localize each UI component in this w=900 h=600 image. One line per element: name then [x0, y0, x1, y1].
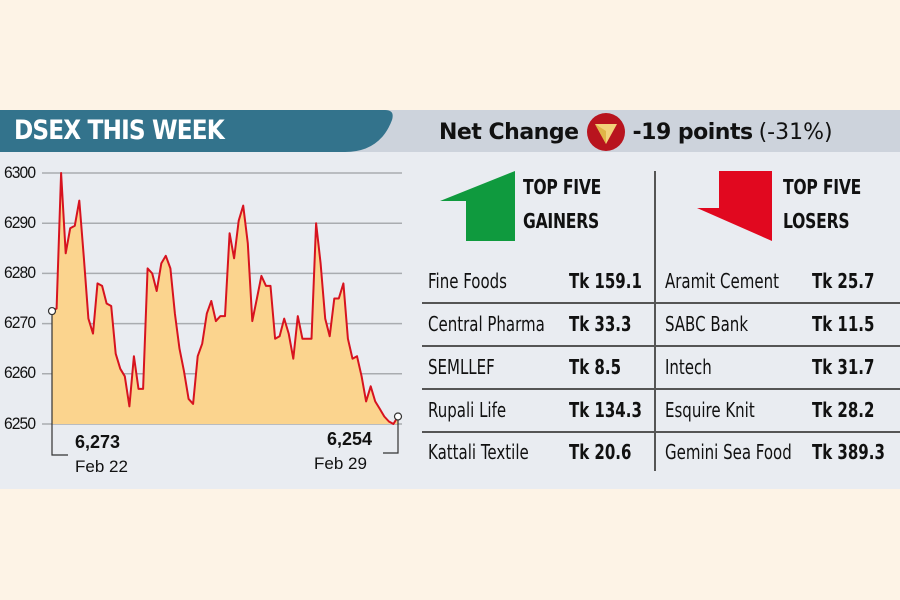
loser-name: Gemini Sea Food	[665, 440, 792, 464]
net-change-percent: (-31%)	[758, 119, 833, 145]
gainer-price: Tk 134.3	[569, 398, 642, 422]
y-tick: 6280	[4, 263, 36, 282]
gainer-name: Kattali Textile	[428, 440, 529, 464]
down-arrow-icon	[697, 171, 772, 241]
line-chart	[42, 172, 403, 456]
loser-price: Tk 31.7	[812, 355, 875, 379]
row-divider	[656, 431, 900, 433]
start-marker	[47, 306, 57, 316]
gainers-title-line1: TOP FIVE	[523, 175, 602, 199]
net-change-points: -19 points	[632, 119, 754, 145]
row-divider	[422, 345, 654, 347]
gainer-name: Central Pharma	[428, 312, 545, 336]
gainer-name: Fine Foods	[428, 269, 507, 293]
title-tab	[0, 110, 393, 152]
row-divider	[656, 345, 900, 347]
y-tick: 6300	[4, 163, 36, 182]
loser-price: Tk 25.7	[812, 269, 875, 293]
row-divider	[656, 388, 900, 390]
loser-price: Tk 11.5	[812, 312, 875, 336]
loser-name: Aramit Cement	[665, 269, 779, 293]
start-leader-line	[51, 311, 68, 456]
gainer-name: SEMLLEF	[428, 355, 495, 379]
gainer-price: Tk 20.6	[569, 440, 632, 464]
y-tick: 6270	[4, 313, 36, 332]
losers-title-line2: LOSERS	[783, 209, 850, 233]
gainer-name: Rupali Life	[428, 398, 507, 422]
start-value: 6,273	[75, 432, 121, 452]
end-value: 6,254	[327, 429, 373, 449]
loser-name: Intech	[665, 355, 712, 379]
net-change: Net Change -19 points (-31%)	[439, 113, 833, 151]
end-marker	[393, 412, 403, 421]
price-line	[51, 172, 399, 425]
end-date: Feb 29	[314, 454, 367, 473]
y-tick: 6250	[4, 414, 36, 433]
column-divider	[654, 171, 656, 471]
loser-name: Esquire Knit	[665, 398, 755, 422]
gainers-title-line2: GAINERS	[523, 209, 600, 233]
losers-title-line1: TOP FIVE	[783, 175, 862, 199]
net-change-label: Net Change	[439, 119, 579, 145]
start-date: Feb 22	[75, 457, 128, 476]
end-leader-line	[383, 416, 399, 454]
page-title: DSEX THIS WEEK	[14, 115, 225, 146]
down-arrow-icon	[586, 113, 625, 151]
area-fill	[52, 173, 398, 424]
y-tick: 6290	[4, 213, 36, 232]
loser-price: Tk 28.2	[812, 398, 875, 422]
gainer-price: Tk 8.5	[569, 355, 622, 379]
row-divider	[656, 302, 900, 304]
row-divider	[422, 388, 654, 390]
row-divider	[422, 302, 654, 304]
y-tick: 6260	[4, 363, 36, 382]
row-divider	[422, 431, 654, 433]
loser-name: SABC Bank	[665, 312, 749, 336]
gainer-price: Tk 33.3	[569, 312, 632, 336]
up-arrow-icon	[440, 171, 515, 241]
loser-price: Tk 389.3	[812, 440, 885, 464]
gainer-price: Tk 159.1	[569, 269, 642, 293]
